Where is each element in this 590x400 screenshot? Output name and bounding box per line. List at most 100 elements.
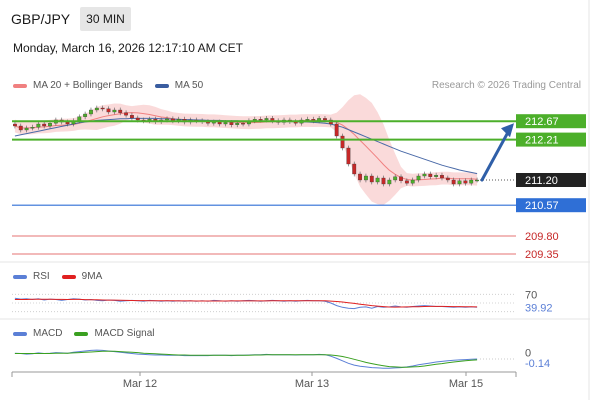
candle-body	[235, 123, 240, 125]
candle-body	[165, 118, 169, 121]
macd-tick-0: 0	[525, 348, 531, 360]
candle-body	[135, 117, 140, 121]
x-axis: Mar 12 Mar 13 Mar 15	[11, 371, 517, 390]
candle-body	[223, 122, 228, 125]
candle	[13, 121, 17, 129]
legend-swatch-rsi-9ma	[61, 274, 76, 279]
legend-swatch-macd	[13, 331, 27, 336]
copyright-text: Research © 2026 Trading Central	[431, 80, 581, 91]
legend-label-ma20: MA 20 + Bollinger Bands	[33, 80, 143, 91]
level-pivot-3: 210.57	[12, 198, 586, 213]
candle	[83, 111, 88, 120]
candle-body	[346, 147, 351, 165]
x-tick-label: Mar 15	[449, 378, 483, 390]
candle	[130, 112, 134, 121]
candle	[42, 121, 47, 129]
candle	[24, 125, 29, 133]
legend-swatch-rsi	[13, 274, 27, 279]
candle	[428, 171, 433, 180]
candle-body	[323, 118, 327, 121]
candle-body	[387, 179, 392, 185]
x-tick-label: Mar 13	[295, 378, 329, 390]
candle-body	[94, 107, 99, 111]
bollinger-band-fill	[14, 94, 478, 205]
candle-body	[118, 109, 123, 113]
level-tag-text: 212.21	[525, 135, 559, 147]
candle-body	[83, 113, 88, 117]
candle	[399, 174, 403, 184]
candle-body	[217, 121, 222, 125]
candle-body	[475, 179, 479, 182]
candle-body	[404, 180, 409, 184]
candle	[352, 161, 357, 177]
x-tick-label: Mar 12	[123, 378, 157, 390]
candle-body	[30, 127, 35, 129]
candle	[393, 174, 398, 183]
legend-item-macd-signal: MACD Signal	[74, 328, 154, 339]
candle-body	[112, 109, 117, 113]
candle-body	[241, 123, 245, 125]
candle	[416, 173, 421, 183]
candle-body	[463, 180, 468, 184]
candle-body	[42, 123, 47, 127]
level-resistance-0: 212.67	[12, 114, 586, 129]
candle	[469, 177, 474, 186]
candle-body	[124, 112, 128, 116]
candle-body	[399, 176, 403, 181]
legend-label-macd-signal: MACD Signal	[94, 328, 155, 339]
candle	[94, 105, 99, 113]
level-tag-text: 209.35	[525, 249, 559, 261]
candle-body	[445, 177, 450, 181]
arrow-shaft	[480, 130, 510, 182]
arrow-head	[501, 123, 514, 138]
bollinger-bands	[14, 94, 478, 205]
candle	[124, 110, 128, 118]
candle-body	[18, 125, 23, 131]
candle-body	[358, 173, 362, 181]
candle	[346, 145, 351, 167]
level-tag-text: 212.67	[525, 116, 559, 128]
rsi-value-label: 39.92	[525, 302, 553, 314]
level-tag-bg	[516, 173, 586, 187]
timeframe-badge[interactable]: 30 MIN	[80, 7, 131, 31]
candle-body	[264, 118, 269, 121]
chart-datetime: Monday, March 16, 2026 12:17:10 AM CET	[13, 41, 243, 55]
candle-body	[130, 115, 134, 119]
candle-body	[340, 135, 345, 149]
candle-body	[381, 177, 386, 185]
candle	[30, 124, 35, 131]
candle	[358, 171, 362, 183]
legend-item-ma20: MA 20 + Bollinger Bands	[13, 80, 143, 91]
rsi-9ma-line	[14, 298, 478, 308]
candle-body	[428, 173, 433, 177]
candle	[381, 175, 386, 187]
candle	[118, 107, 123, 116]
candle-body	[258, 119, 263, 121]
candle	[375, 175, 380, 185]
level-tag-text: 209.80	[525, 231, 559, 243]
rsi-legend: RSI 9MA	[13, 271, 114, 282]
candle	[89, 107, 93, 117]
candle	[410, 177, 415, 186]
candle-body	[369, 175, 374, 183]
candle	[18, 123, 23, 133]
candle-body	[65, 121, 70, 125]
candle	[404, 178, 409, 186]
candle-body	[364, 175, 368, 181]
candle-body	[106, 108, 111, 113]
legend-swatch-ma50	[154, 83, 169, 88]
candle-body	[469, 179, 474, 184]
price-levels: 212.67 212.21 211.20 210.57 209.80 209.35	[12, 114, 586, 261]
candle-body	[416, 175, 421, 181]
candle-body	[457, 180, 462, 185]
candle	[112, 107, 117, 115]
candle-body	[434, 175, 439, 177]
candle	[440, 172, 444, 181]
candle	[463, 178, 468, 186]
level-support-4: 209.80	[12, 231, 559, 243]
level-support-5: 209.35	[12, 249, 559, 261]
level-current-2: 211.20	[480, 173, 586, 187]
legend-item-rsi: RSI	[13, 271, 50, 282]
